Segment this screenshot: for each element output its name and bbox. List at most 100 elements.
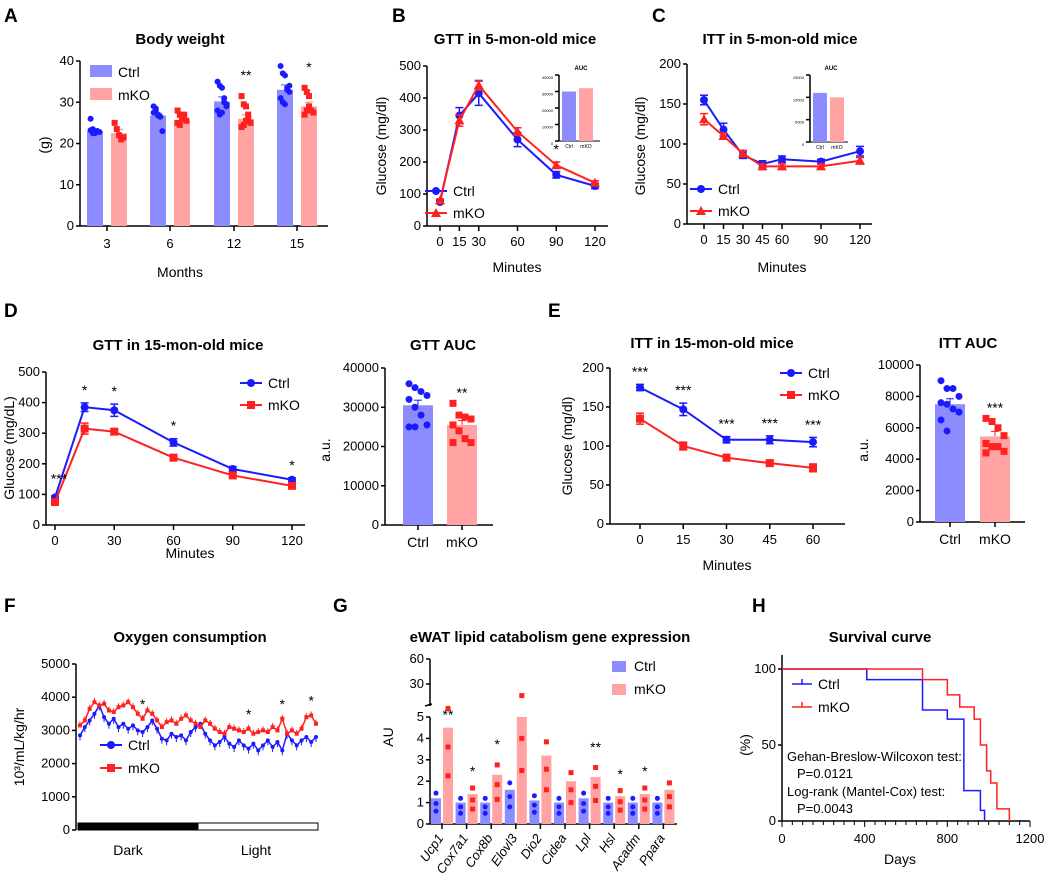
circle-marker <box>581 790 587 796</box>
y-axis-label: Glucose (mg/dl) <box>559 397 575 496</box>
square-marker <box>299 726 304 731</box>
circle-marker <box>405 423 413 431</box>
square-marker <box>636 414 644 423</box>
square-marker <box>455 411 463 419</box>
square-marker <box>294 731 299 736</box>
significance-mark: * <box>112 383 118 399</box>
x-axis-label: Minutes <box>757 259 806 275</box>
circle-marker <box>433 800 439 806</box>
square-marker <box>110 427 119 436</box>
square-marker <box>179 716 184 721</box>
square-marker <box>159 725 164 730</box>
x-tick-label: 30 <box>736 232 750 247</box>
circle-marker <box>92 711 97 716</box>
test-annotation: P=0.0043 <box>797 801 853 816</box>
square-marker <box>227 725 232 730</box>
square-marker <box>288 481 296 490</box>
x-tick-label: 45 <box>755 232 769 247</box>
inset-x-label: mKO <box>831 145 843 151</box>
y-tick-label: 1 <box>417 795 424 810</box>
square-marker <box>449 421 457 429</box>
bar-mKO <box>238 118 254 226</box>
inset-bar <box>579 88 593 141</box>
x-tick-label: 60 <box>510 234 524 249</box>
square-marker <box>461 435 469 443</box>
square-marker <box>247 119 254 126</box>
y-axis-label: a.u. <box>855 438 871 461</box>
square-marker <box>80 424 89 433</box>
y-tick-label: 5000 <box>41 656 70 671</box>
x-tick-label: 15 <box>290 236 304 251</box>
x-tick-label: 12 <box>227 236 241 251</box>
y-tick-label: 3 <box>417 752 424 767</box>
y-axis-label: Glucose (mg/dL) <box>1 396 17 499</box>
y-tick-label: 0 <box>802 142 805 147</box>
square-marker <box>543 766 549 772</box>
circle-marker <box>482 810 488 816</box>
circle-marker <box>179 733 184 738</box>
square-marker <box>568 770 574 776</box>
y-axis-label: 10³/mL/kg/hr <box>11 707 27 786</box>
circle-marker <box>458 795 464 801</box>
square-marker <box>120 134 127 141</box>
legend-label: mKO <box>634 681 666 697</box>
inset-bar <box>562 91 576 141</box>
circle-marker <box>256 748 261 753</box>
circle-marker <box>605 804 611 810</box>
y-tick-label: 4 <box>417 730 424 745</box>
circle-marker <box>654 804 660 810</box>
square-marker <box>449 439 457 447</box>
triangle-marker <box>718 131 729 140</box>
inset-x-label: mKO <box>580 144 592 150</box>
circle-marker <box>309 740 314 745</box>
square-marker <box>140 716 145 721</box>
square-marker <box>198 725 203 730</box>
circle-marker <box>212 743 217 748</box>
square-marker <box>174 721 179 726</box>
circle-marker <box>270 745 275 749</box>
y-tick-label: 20 <box>60 136 74 151</box>
square-marker <box>179 115 185 122</box>
circle-marker <box>937 416 945 424</box>
square-marker <box>455 427 463 435</box>
circle-marker <box>417 388 425 396</box>
x-tick-label: 30 <box>107 533 121 548</box>
square-marker <box>243 103 249 110</box>
bar-mKO <box>301 106 317 226</box>
y-tick-label: 5000 <box>795 120 805 125</box>
significance-mark: * <box>171 418 177 434</box>
circle-marker <box>208 738 213 743</box>
circle-marker <box>700 96 708 104</box>
square-marker <box>217 730 222 735</box>
circle-marker <box>423 421 431 429</box>
circle-marker <box>411 384 419 392</box>
x-tick-label: 1200 <box>1016 831 1045 846</box>
y-tick-label: 0 <box>769 813 776 828</box>
triangle-marker <box>551 160 562 170</box>
x-axis-label: Minutes <box>702 557 751 573</box>
x-tick-label: 15 <box>716 232 730 247</box>
y-tick-label: 2000 <box>885 483 914 498</box>
square-marker <box>568 787 574 793</box>
chart-title: Body weight <box>135 31 224 48</box>
y-tick-label: 100 <box>582 438 604 453</box>
significance-mark: * <box>289 457 295 473</box>
circle-marker <box>482 795 488 801</box>
circle-marker <box>222 735 227 740</box>
y-tick-label: 30000 <box>542 92 554 97</box>
circle-marker <box>433 790 439 796</box>
square-marker <box>203 718 208 723</box>
bar-Ctrl <box>214 101 230 226</box>
circle-marker <box>228 465 237 474</box>
square-marker <box>275 728 280 733</box>
x-tick-label: 120 <box>584 234 606 249</box>
square-marker <box>1000 447 1008 455</box>
y-tick-label: 0 <box>63 822 70 837</box>
circle-marker <box>630 810 636 816</box>
significance-mark: ** <box>443 707 454 723</box>
square-marker <box>809 463 817 472</box>
square-marker <box>301 84 308 91</box>
square-marker <box>222 731 227 736</box>
circle-marker <box>261 743 266 748</box>
circle-marker <box>605 810 611 816</box>
